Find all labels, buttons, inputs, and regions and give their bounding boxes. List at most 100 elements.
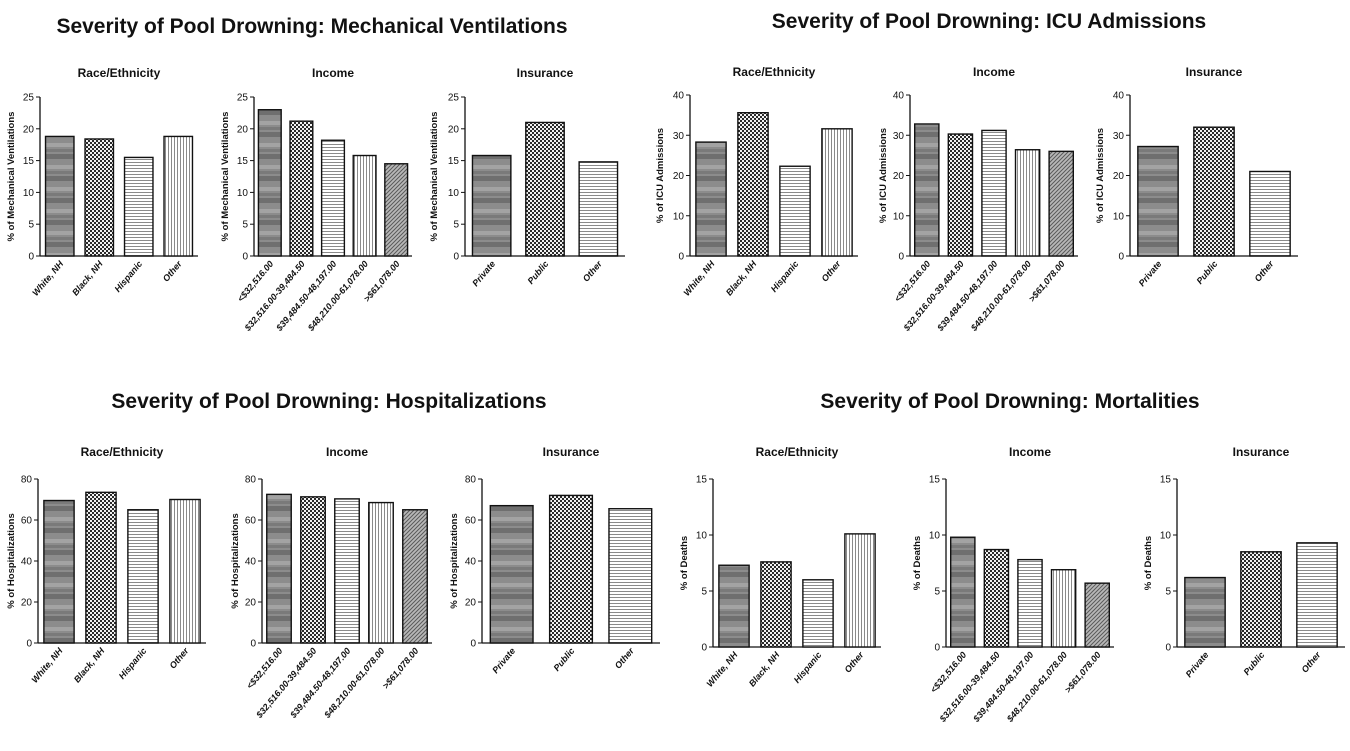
bar — [289, 120, 314, 257]
category-label: White, NH — [705, 649, 740, 688]
y-tick-label: 60 — [21, 516, 33, 527]
y-tick-label: 20 — [1113, 171, 1125, 182]
category-label: Private — [1184, 650, 1211, 679]
bar — [163, 135, 194, 257]
category-label: $39,484.50-48,197.00 — [935, 259, 1000, 334]
y-tick-label: 10 — [696, 531, 708, 542]
category-label: Other — [1252, 258, 1275, 283]
category-label: $48,210.00-61,078.00 — [968, 259, 1033, 334]
bar — [737, 112, 769, 257]
bar — [1249, 170, 1291, 257]
category-label: Hispanic — [792, 650, 824, 685]
bar-chart-panel: Insurance % of Mechanical Ventilations 0 5 1… — [429, 66, 625, 288]
y-tick-label: 0 — [453, 252, 459, 263]
bar — [334, 498, 360, 644]
y-tick-label: 0 — [250, 639, 256, 650]
y-tick-label: 0 — [1165, 643, 1171, 654]
category-label: Other — [161, 258, 184, 283]
bar — [123, 156, 154, 257]
y-tick-label: 20 — [673, 171, 685, 182]
bar — [981, 129, 1007, 257]
bar-chart-panel: Income % of Mechanical Ventilations 0 5 10 15… — [220, 66, 412, 334]
y-tick-label: 60 — [465, 516, 477, 527]
category-label: $32,516.00-39,484.50 — [254, 646, 319, 721]
bar-chart-panel: Race/Ethnicity % of Hospitalizations 0 20 40… — [6, 445, 206, 685]
category-label: Other — [167, 645, 190, 670]
panel-title: Income — [326, 445, 368, 459]
y-tick-label: 0 — [28, 252, 34, 263]
group-title-hospitalizations: Severity of Pool Drowning: Hospitalizati… — [111, 390, 546, 413]
y-tick-label: 0 — [898, 252, 904, 263]
y-tick-label: 10 — [893, 211, 905, 222]
bar — [525, 121, 565, 257]
bar — [821, 128, 853, 257]
y-tick-label: 20 — [893, 171, 905, 182]
y-tick-label: 25 — [448, 93, 460, 104]
bar — [608, 508, 653, 644]
y-tick-label: 40 — [893, 91, 905, 102]
y-axis-label: % of Mechanical Ventilations — [429, 112, 440, 242]
bar — [127, 509, 159, 644]
bar — [257, 109, 282, 257]
category-label: Hispanic — [113, 259, 145, 294]
y-tick-label: 40 — [245, 557, 257, 568]
bar — [548, 494, 594, 644]
y-axis-label: % of Mechanical Ventilations — [220, 112, 231, 242]
bar — [1017, 558, 1043, 648]
category-label: Black, NH — [72, 645, 107, 684]
y-tick-label: 15 — [696, 475, 708, 486]
bar — [695, 141, 727, 257]
group-title-mech-vent: Severity of Pool Drowning: Mechanical Ve… — [56, 15, 567, 38]
y-tick-label: 5 — [453, 220, 459, 231]
category-label: Public — [526, 259, 551, 286]
bar — [802, 579, 834, 648]
y-tick-label: 5 — [28, 220, 34, 231]
category-label: $39,484.50-48,197.00 — [288, 646, 353, 721]
category-label: Private — [1137, 259, 1164, 288]
bar — [1014, 149, 1041, 257]
bar — [1184, 576, 1226, 648]
bar — [947, 133, 974, 257]
y-tick-label: 60 — [245, 516, 257, 527]
y-tick-label: 80 — [21, 475, 33, 486]
y-tick-label: 30 — [673, 131, 685, 142]
category-label: Hispanic — [769, 259, 801, 294]
y-tick-label: 5 — [701, 587, 707, 598]
bar-chart-panel: Income% of Hospitalizations020406080<$32… — [230, 445, 432, 721]
category-label: $32,516.00-39,484.50 — [242, 259, 307, 334]
y-tick-label: 10 — [673, 211, 685, 222]
panel-title: Insurance — [517, 66, 574, 80]
bar — [983, 548, 1010, 648]
category-label: Other — [1299, 649, 1322, 674]
category-label: $32,516.00-39,484.50 — [937, 650, 1002, 725]
bar — [1084, 582, 1110, 648]
bar — [914, 123, 940, 257]
category-label: $48,210.00-61,078.00 — [305, 259, 370, 334]
bar — [1193, 126, 1235, 257]
bar — [300, 496, 326, 644]
y-axis-label: % of Deaths — [912, 536, 923, 590]
y-tick-label: 25 — [237, 93, 249, 104]
panel-title: Race/Ethnicity — [81, 445, 164, 459]
y-tick-label: 40 — [21, 557, 33, 568]
category-label: White, NH — [30, 258, 65, 297]
y-tick-label: 5 — [1165, 587, 1171, 598]
y-tick-label: 10 — [929, 531, 941, 542]
y-axis-label: % of Deaths — [1143, 536, 1154, 590]
bar-chart-panel: Insurance % of Hospitalizations 0 20 40 60 80 P… — [449, 445, 660, 675]
y-tick-label: 5 — [934, 587, 940, 598]
y-tick-label: 10 — [1113, 211, 1125, 222]
y-axis-label: % of Hospitalizations — [6, 513, 17, 609]
category-label: Black, NH — [747, 649, 782, 688]
category-label: $48,210.00-61,078.00 — [1004, 650, 1069, 725]
category-label: Public — [552, 646, 577, 673]
category-label: White, NH — [682, 258, 717, 297]
panel-title: Income — [1009, 445, 1051, 459]
bar — [760, 561, 792, 648]
group-title-icu: Severity of Pool Drowning: ICU Admission… — [772, 10, 1206, 33]
y-axis-label: % of ICU Admissions — [655, 128, 666, 223]
y-tick-label: 0 — [934, 643, 940, 654]
bar-chart-panel: Income% of ICU Admissions010203040<$32,5… — [878, 65, 1078, 334]
bar — [266, 493, 292, 644]
